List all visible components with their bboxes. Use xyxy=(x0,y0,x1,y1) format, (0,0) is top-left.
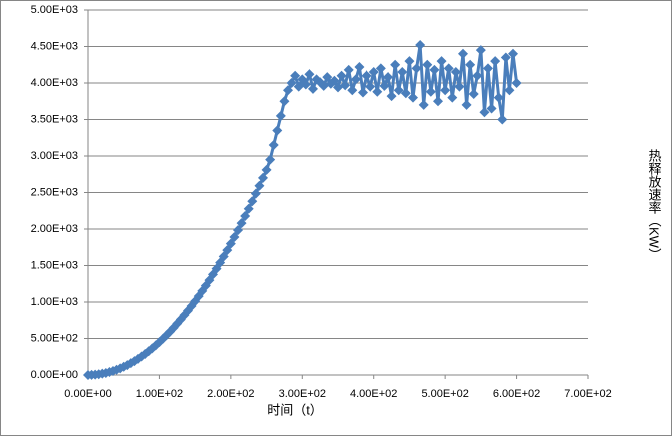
data-point xyxy=(347,85,358,96)
y-tick-label: 3.50E+03 xyxy=(31,113,78,125)
data-point xyxy=(300,79,311,90)
data-point xyxy=(254,180,265,191)
y-tick-label: 5.00E+03 xyxy=(31,4,78,16)
data-point xyxy=(258,172,268,183)
data-point xyxy=(240,211,251,222)
data-point xyxy=(508,48,518,59)
data-point xyxy=(286,78,297,88)
data-point xyxy=(329,75,340,86)
data-point xyxy=(425,86,436,97)
data-point xyxy=(290,70,301,81)
x-tick-label: 4.00E+02 xyxy=(350,388,397,400)
data-point xyxy=(443,63,454,74)
x-axis-title: 时间（t） xyxy=(267,402,323,417)
data-point xyxy=(261,164,272,175)
data-point xyxy=(458,48,468,59)
data-point xyxy=(411,63,422,74)
x-tick-label: 3.00E+02 xyxy=(279,388,326,400)
data-point xyxy=(500,52,511,63)
data-point xyxy=(268,140,279,151)
data-point xyxy=(415,40,426,51)
data-point xyxy=(408,92,418,103)
data-point xyxy=(454,81,465,92)
data-point xyxy=(243,203,254,214)
x-tick-label: 0.00E+00 xyxy=(64,388,111,400)
data-point xyxy=(486,103,497,114)
data-point xyxy=(350,74,361,85)
data-point xyxy=(429,64,440,75)
x-tick-label: 2.00E+02 xyxy=(207,388,254,400)
data-point xyxy=(354,61,365,72)
data-point xyxy=(236,218,247,229)
data-point xyxy=(275,110,286,121)
data-point xyxy=(365,81,376,92)
data-point xyxy=(386,91,397,102)
data-point xyxy=(479,107,490,118)
y-tick-label: 1.50E+03 xyxy=(31,259,78,271)
data-point xyxy=(504,85,515,96)
y-tick-label: 1.00E+03 xyxy=(31,296,78,308)
data-point xyxy=(440,85,451,96)
y-tick-label: 3.00E+03 xyxy=(31,150,78,162)
data-point xyxy=(322,72,333,83)
data-point xyxy=(465,59,476,70)
data-point xyxy=(308,83,318,94)
data-point xyxy=(450,67,461,78)
data-point xyxy=(122,360,133,371)
data-point xyxy=(225,238,236,249)
data-point xyxy=(490,56,501,67)
y-tick-label: 4.50E+03 xyxy=(31,40,78,52)
y-axis-title: 热释放速率（KW） xyxy=(647,149,662,261)
data-point xyxy=(379,80,390,91)
data-point xyxy=(279,96,290,107)
data-point xyxy=(343,64,354,75)
data-point xyxy=(304,69,315,80)
data-point xyxy=(472,70,483,81)
data-point xyxy=(336,70,347,81)
data-point xyxy=(511,78,522,88)
data-point xyxy=(393,85,404,96)
data-point xyxy=(400,88,411,99)
data-point xyxy=(390,59,401,70)
data-point xyxy=(404,56,415,67)
data-point xyxy=(368,67,379,78)
data-point xyxy=(483,63,493,74)
data-point xyxy=(436,56,447,67)
x-tick-label: 6.00E+02 xyxy=(493,388,540,400)
data-point xyxy=(475,45,486,56)
data-point xyxy=(372,86,383,97)
data-point xyxy=(468,88,479,99)
data-point xyxy=(340,80,351,91)
data-point xyxy=(283,85,293,96)
y-tick-label: 0.00E+00 xyxy=(31,369,78,381)
data-point xyxy=(375,63,386,74)
data-point xyxy=(247,196,258,207)
data-point xyxy=(358,87,368,98)
y-tick-label: 4.00E+03 xyxy=(31,77,78,89)
data-point xyxy=(265,154,276,165)
y-tick-label: 2.00E+03 xyxy=(31,223,78,235)
y-tick-label: 2.50E+03 xyxy=(31,186,78,198)
data-point xyxy=(461,99,472,110)
x-tick-label: 5.00E+02 xyxy=(421,388,468,400)
data-point xyxy=(233,225,243,236)
data-point xyxy=(250,188,261,199)
data-point xyxy=(497,114,508,125)
data-point xyxy=(383,72,393,83)
y-tick-label: 5.00E+02 xyxy=(31,332,78,344)
data-point xyxy=(361,70,372,81)
data-point xyxy=(397,67,408,78)
data-point xyxy=(222,245,233,256)
data-point xyxy=(433,96,443,107)
data-point xyxy=(229,231,240,242)
data-point xyxy=(493,92,504,103)
data-point xyxy=(272,125,283,136)
data-point xyxy=(447,92,458,103)
data-point xyxy=(422,59,433,70)
x-tick-label: 7.00E+02 xyxy=(564,388,611,400)
x-tick-label: 1.00E+02 xyxy=(136,388,183,400)
data-point xyxy=(418,99,429,110)
